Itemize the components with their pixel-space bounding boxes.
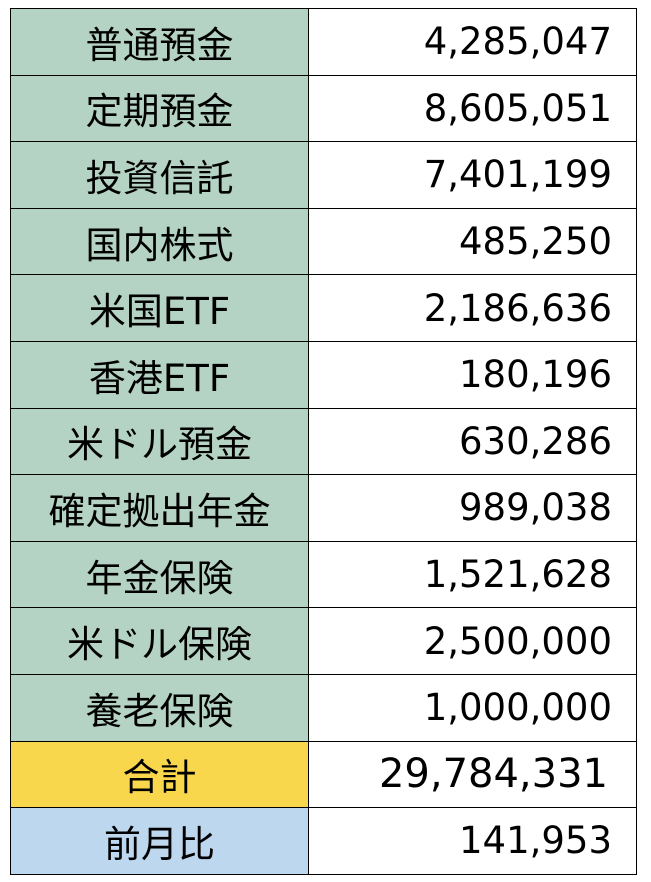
- row-value: 29,784,331: [308, 740, 637, 809]
- table-row: 前月比 141,953: [10, 807, 637, 875]
- table-row: 米ドル保険 2,500,000: [10, 607, 637, 675]
- table-row: 普通預金 4,285,047: [10, 8, 637, 76]
- asset-table: 普通預金 4,285,047 定期預金 8,605,051 投資信託 7,401,199 国…: [10, 8, 637, 875]
- page: 普通預金 4,285,047 定期預金 8,605,051 投資信託 7,401,199 国…: [10, 8, 637, 875]
- table-row: 確定拠出年金 989,038: [10, 474, 637, 542]
- row-label: 国内株式: [10, 207, 309, 276]
- row-value: 180,196: [308, 340, 637, 409]
- row-label: 前月比: [10, 807, 309, 875]
- table-row: 養老保険 1,000,000: [10, 673, 637, 742]
- table-row: 香港ETF 180,196: [10, 340, 637, 409]
- table-row: 年金保険 1,521,628: [10, 540, 637, 609]
- table-row: 国内株式 485,250: [10, 207, 637, 276]
- row-value: 7,401,199: [308, 141, 637, 209]
- row-label: 投資信託: [10, 141, 309, 209]
- row-label: 定期預金: [10, 74, 309, 143]
- table-row: 定期預金 8,605,051: [10, 74, 637, 143]
- row-label: 米国ETF: [10, 274, 309, 342]
- row-label: 合計: [10, 740, 309, 809]
- table-row: 米国ETF 2,186,636: [10, 274, 637, 342]
- table-row: 合計 29,784,331: [10, 740, 637, 809]
- row-value: 1,521,628: [308, 540, 637, 609]
- table-row: 投資信託 7,401,199: [10, 141, 637, 209]
- row-value: 4,285,047: [308, 8, 637, 76]
- row-value: 989,038: [308, 474, 637, 542]
- row-value: 141,953: [308, 807, 637, 875]
- table-body: 普通預金 4,285,047 定期預金 8,605,051 投資信託 7,401,199 国…: [10, 8, 637, 875]
- row-label: 普通預金: [10, 8, 309, 76]
- row-label: 米ドル預金: [10, 407, 309, 476]
- row-value: 630,286: [308, 407, 637, 476]
- row-label: 養老保険: [10, 673, 309, 742]
- row-value: 2,500,000: [308, 607, 637, 675]
- row-label: 米ドル保険: [10, 607, 309, 675]
- row-value: 8,605,051: [308, 74, 637, 143]
- row-label: 年金保険: [10, 540, 309, 609]
- table-row: 米ドル預金 630,286: [10, 407, 637, 476]
- row-label: 確定拠出年金: [10, 474, 309, 542]
- row-value: 2,186,636: [308, 274, 637, 342]
- row-value: 1,000,000: [308, 673, 637, 742]
- row-value: 485,250: [308, 207, 637, 276]
- row-label: 香港ETF: [10, 340, 309, 409]
